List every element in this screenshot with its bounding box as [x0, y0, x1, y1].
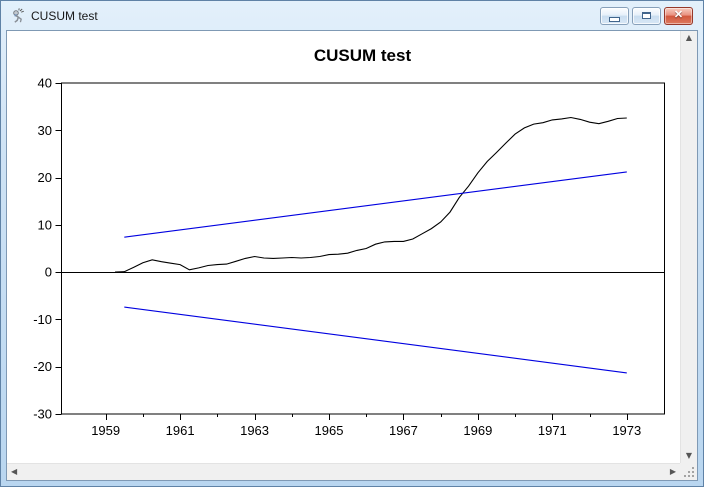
x-tick-label: 1969	[463, 423, 492, 438]
maximize-icon	[642, 12, 651, 19]
window-controls: ✕	[600, 6, 693, 25]
y-tick-label: 40	[38, 76, 52, 91]
x-tick-label: 1959	[91, 423, 120, 438]
scroll-right-icon[interactable]: ▶	[669, 467, 676, 476]
minimize-button[interactable]	[600, 6, 629, 25]
x-tick-label: 1963	[240, 423, 269, 438]
series-line-1	[124, 171, 627, 238]
plot-border	[61, 82, 665, 415]
chart-title: CUSUM test	[314, 46, 412, 65]
window-title: CUSUM test	[31, 8, 98, 23]
scroll-up-icon[interactable]: ▲	[685, 33, 693, 42]
scroll-down-icon[interactable]: ▼	[685, 451, 693, 460]
minimize-icon	[609, 16, 620, 22]
x-tick-label: 1961	[166, 423, 195, 438]
x-tick-label: 1965	[315, 423, 344, 438]
window-client-area: CUSUM test -30 -20 -10 0 10 20 30 40 1959 1961 1963…	[6, 30, 698, 481]
y-tick-label: 20	[38, 170, 52, 185]
resize-grip-icon[interactable]	[692, 475, 694, 477]
scrollbar-corner	[680, 463, 697, 480]
vertical-scrollbar[interactable]: ▲ ▼	[680, 31, 697, 463]
close-button[interactable]: ✕	[664, 6, 693, 25]
y-tick-label: -10	[33, 312, 52, 327]
y-tick-label: -20	[33, 359, 52, 374]
cusum-plot-svg: CUSUM test -30 -20 -10 0 10 20 30 40 1959 1961 1963…	[33, 46, 665, 438]
series-line-0	[114, 116, 627, 273]
y-tick-label: -30	[33, 407, 52, 422]
y-tick-label: 0	[45, 265, 52, 280]
x-tick-label: 1971	[538, 423, 567, 438]
cusum-chart: CUSUM test -30 -20 -10 0 10 20 30 40 1959 1961 1963…	[7, 31, 680, 463]
titlebar[interactable]: CUSUM test ✕	[6, 1, 698, 30]
window-icon	[13, 7, 24, 23]
horizontal-scrollbar[interactable]: ◀ ▶	[7, 463, 680, 480]
series-line-2	[124, 306, 627, 374]
x-tick-label: 1973	[612, 423, 641, 438]
close-icon: ✕	[673, 9, 684, 21]
scroll-left-icon[interactable]: ◀	[11, 467, 18, 476]
x-tick-label: 1967	[389, 423, 418, 438]
maximize-button[interactable]	[632, 6, 661, 25]
y-tick-label: 30	[38, 123, 52, 138]
y-tick-label: 10	[38, 217, 52, 232]
